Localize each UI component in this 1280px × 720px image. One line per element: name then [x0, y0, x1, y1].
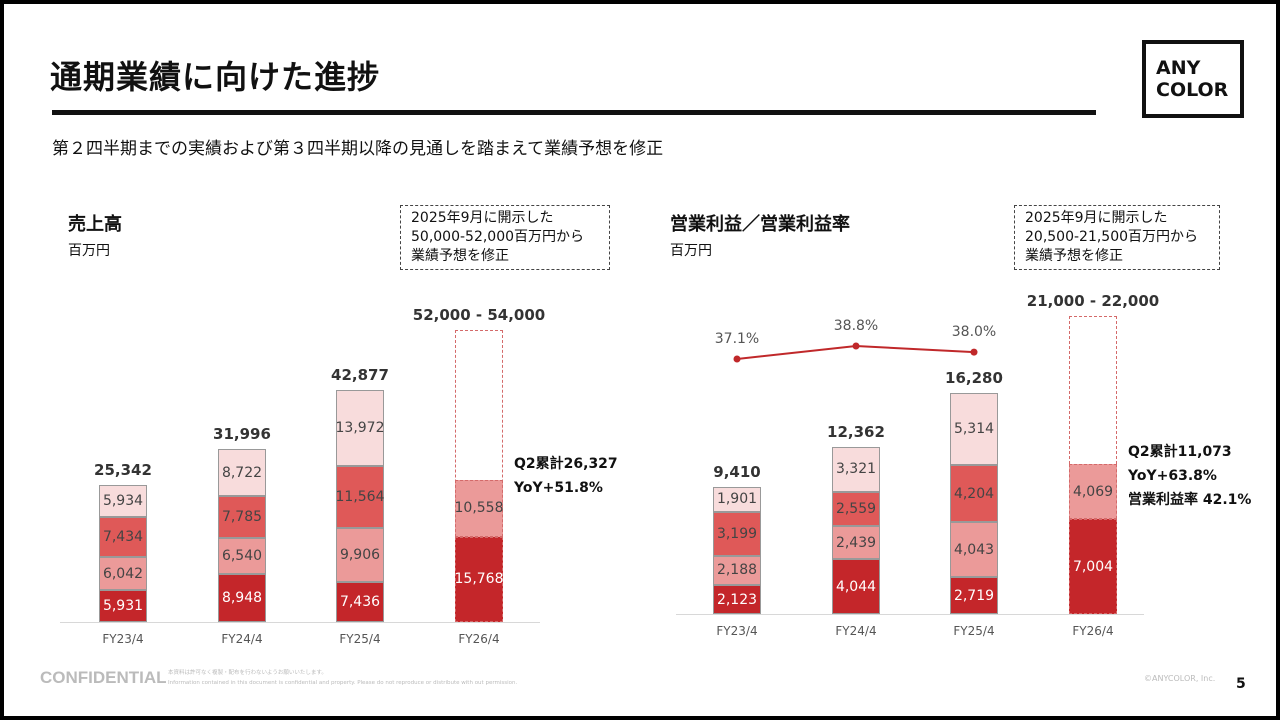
bar-segment-q4: 3,321: [832, 446, 880, 492]
margin-label: 38.8%: [833, 318, 879, 334]
note-line: 業績予想を修正: [411, 248, 509, 264]
x-tick-label: FY25/4: [953, 624, 995, 638]
bar-total-label: 52,000 - 54,000: [412, 306, 546, 324]
bar-segment-q1: 7,004: [1069, 519, 1117, 614]
bar-segment-q1: 4,044: [832, 559, 880, 614]
x-tick-label: FY23/4: [102, 632, 144, 646]
sales-q2-cumulative: Q2累計26,327: [514, 456, 618, 472]
note-line: 2025年9月に開示した: [411, 210, 554, 226]
op-yoy: YoY+63.8%: [1128, 468, 1217, 484]
bar-segment-q1: 7,436: [336, 581, 384, 622]
bar-segment-q4: 1,901: [713, 486, 761, 513]
bar-segment-q1: 2,123: [713, 585, 761, 614]
note-line: 20,500-21,500百万円から: [1025, 229, 1199, 245]
bar-total-label: 21,000 - 22,000: [1026, 292, 1160, 310]
bar-segment-q2: 10,558: [455, 479, 504, 537]
page-title: 通期業績に向けた進捗: [50, 58, 381, 96]
bar-segment-q1: 5,931: [99, 589, 147, 622]
bar-segment-q4: 5,934: [99, 484, 147, 518]
bar-segment-q2: 9,906: [336, 528, 384, 582]
page-number: 5: [1236, 676, 1246, 692]
bar-segment-q2: 2,188: [713, 555, 761, 586]
bar-total-label: 25,342: [94, 460, 152, 479]
op-chart-title: 営業利益／営業利益率: [670, 214, 850, 235]
bar-total-label: 42,877: [331, 366, 389, 385]
bar-segment-q4: 13,972: [336, 390, 385, 466]
note-line: 2025年9月に開示した: [1025, 210, 1168, 226]
x-tick-label: FY25/4: [339, 632, 381, 646]
logo-line-1: ANY: [1156, 57, 1201, 79]
margin-label: 38.0%: [951, 324, 997, 341]
bar-segment-q3: 7,434: [99, 517, 147, 558]
bar-segment-q3: 7,785: [218, 496, 266, 539]
bar-segment-q3: 4,204: [950, 465, 998, 523]
margin-label: 37.1%: [714, 331, 760, 347]
op-side-notes: Q2累計11,073 YoY+63.8% 営業利益率 42.1%: [1128, 440, 1251, 512]
copyright: ©ANYCOLOR, Inc.: [1144, 674, 1216, 683]
note-line: 業績予想を修正: [1025, 248, 1123, 264]
confidential-label: CONFIDENTIAL: [40, 668, 167, 687]
margin-point: [970, 348, 978, 356]
margin-line-chart: [733, 342, 978, 363]
bar-segment-q1: 8,948: [218, 573, 266, 622]
bar-segment-q2: 4,043: [950, 522, 998, 578]
title-underline: [52, 110, 1096, 115]
note-line: 50,000-52,000百万円から: [411, 229, 585, 245]
x-tick-label: FY26/4: [458, 632, 500, 646]
anycolor-logo: ANY COLOR: [1142, 40, 1244, 118]
bar-segment-q4: 5,314: [950, 393, 998, 466]
bar-total-label: 31,996: [213, 424, 271, 443]
sales-chart: 5,931 6,042 7,434 5,934 25,342 FY23/4 8,948 6,5…: [4, 4, 1276, 716]
bar-segment-q1: 15,768: [455, 536, 504, 622]
bar-total-label: 12,362: [827, 422, 885, 441]
sales-forecast-note: 2025年9月に開示した 50,000-52,000百万円から 業績予想を修正: [400, 205, 610, 270]
x-axis-line: [676, 614, 1144, 615]
x-axis-line: [60, 622, 540, 623]
slide: 通期業績に向けた進捗 ANY COLOR 第２四半期までの実績および第３四半期以…: [4, 4, 1276, 716]
sales-chart-unit: 百万円: [68, 243, 110, 259]
bar-segment-q2: 2,439: [832, 526, 880, 560]
sales-side-notes: Q2累計26,327 YoY+51.8%: [514, 452, 618, 500]
sales-chart-title: 売上高: [68, 214, 122, 235]
bar-segment-q3: 11,564: [336, 465, 385, 529]
bar-total-label: 16,280: [945, 369, 1003, 388]
note-ja: 本資料は許可なく複製・配布を行わないようお願いいたします。: [168, 670, 327, 676]
note-en: Information contained in this document i…: [168, 680, 518, 686]
operating-profit-chart: 2,123 2,188 3,199 1,901 9,410 FY23/4 4,044 2,43…: [4, 4, 1276, 716]
bar-total-label: 9,410: [713, 462, 761, 481]
confidential-note: 本資料は許可なく複製・配布を行わないようお願いいたします。 Informatio…: [168, 668, 517, 688]
x-tick-label: FY24/4: [221, 632, 263, 646]
margin-point: [852, 342, 860, 350]
op-forecast-note: 2025年9月に開示した 20,500-21,500百万円から 業績予想を修正: [1014, 205, 1220, 270]
x-tick-label: FY24/4: [835, 624, 877, 638]
bar-segment-q3: 2,559: [832, 491, 880, 527]
margin-point: [733, 355, 741, 363]
bar-segment-q3: 3,199: [713, 512, 761, 556]
x-tick-label: FY26/4: [1072, 624, 1114, 638]
bar-segment-q1: 2,719: [950, 577, 998, 614]
page-subtitle: 第２四半期までの実績および第３四半期以降の見通しを踏まえて業績予想を修正: [52, 139, 664, 159]
bar-segment-q2: 6,042: [99, 557, 147, 590]
op-margin: 営業利益率 42.1%: [1128, 492, 1252, 508]
op-chart-unit: 百万円: [670, 243, 712, 259]
sales-yoy: YoY+51.8%: [514, 480, 603, 496]
op-q2-cumulative: Q2累計11,073: [1128, 444, 1232, 460]
bar-segment-q2: 4,069: [1069, 464, 1117, 520]
bar-segment-q2: 6,540: [218, 538, 266, 574]
logo-line-2: COLOR: [1156, 79, 1229, 101]
bar-segment-q4: 8,722: [218, 448, 266, 497]
x-tick-label: FY23/4: [716, 624, 758, 638]
